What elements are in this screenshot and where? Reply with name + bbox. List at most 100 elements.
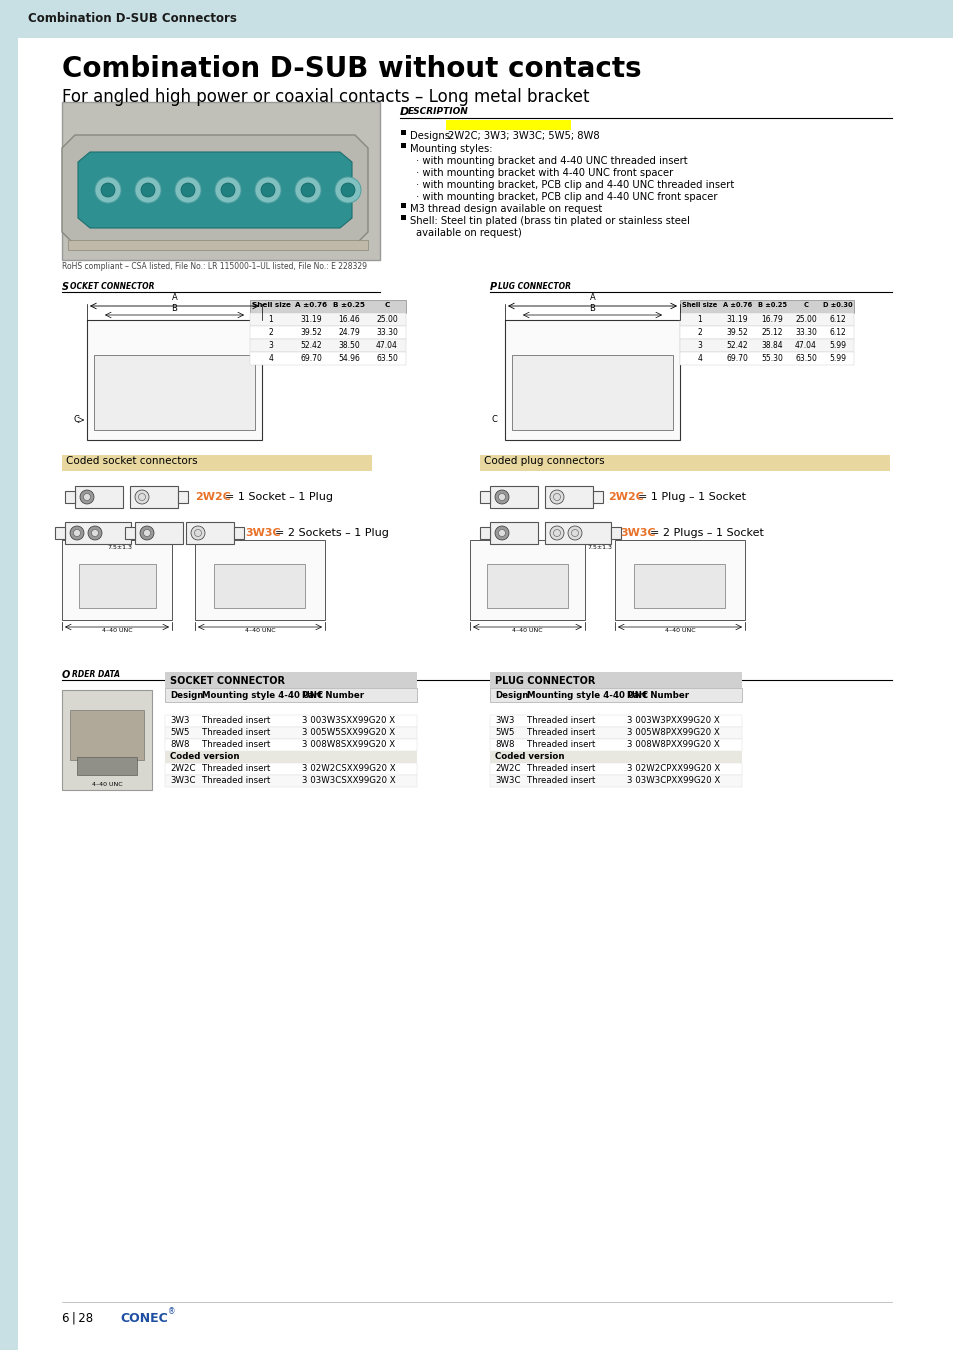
Text: 16.46: 16.46 xyxy=(337,315,359,324)
Text: 4–40 UNC: 4–40 UNC xyxy=(512,628,542,633)
Text: C: C xyxy=(802,302,807,308)
Text: Coded version: Coded version xyxy=(170,752,239,761)
Text: = 2 Sockets – 1 Plug: = 2 Sockets – 1 Plug xyxy=(274,528,389,539)
Text: 69.70: 69.70 xyxy=(300,354,321,363)
Text: 2W2C: 2W2C xyxy=(170,764,195,774)
Text: 7.5±1.3: 7.5±1.3 xyxy=(587,545,612,549)
Bar xyxy=(214,564,305,608)
Text: 39.52: 39.52 xyxy=(300,328,321,338)
Text: 6.12: 6.12 xyxy=(829,328,845,338)
Text: 52.42: 52.42 xyxy=(726,342,747,350)
Text: 63.50: 63.50 xyxy=(375,354,397,363)
Polygon shape xyxy=(78,153,352,228)
Text: Shell: Steel tin plated (brass tin plated or stainless steel: Shell: Steel tin plated (brass tin plate… xyxy=(410,216,689,225)
Text: Designs:: Designs: xyxy=(410,131,456,140)
Circle shape xyxy=(194,529,201,536)
Bar xyxy=(490,688,741,702)
Bar xyxy=(400,143,406,148)
Bar xyxy=(490,751,741,763)
Text: 52.42: 52.42 xyxy=(300,342,321,350)
Text: · with mounting bracket, PCB clip and 4-40 UNC threaded insert: · with mounting bracket, PCB clip and 4-… xyxy=(416,180,734,190)
Bar xyxy=(544,522,610,544)
Bar xyxy=(165,751,416,763)
Text: P: P xyxy=(490,282,497,292)
Circle shape xyxy=(135,490,149,504)
Text: C: C xyxy=(384,302,389,308)
Text: Combination D-SUB without contacts: Combination D-SUB without contacts xyxy=(62,55,641,82)
Text: 3 02W2CSXX99G20 X: 3 02W2CSXX99G20 X xyxy=(302,764,395,774)
Text: available on request): available on request) xyxy=(416,228,521,238)
Text: 47.04: 47.04 xyxy=(375,342,397,350)
Text: 16.79: 16.79 xyxy=(760,315,782,324)
Text: 3W3C: 3W3C xyxy=(245,528,280,539)
Text: 3 005W8PXX99G20 X: 3 005W8PXX99G20 X xyxy=(626,728,719,737)
Bar xyxy=(0,38,18,1350)
Text: 2W2C; 3W3; 3W3C; 5W5; 8W8: 2W2C; 3W3; 3W3C; 5W5; 8W8 xyxy=(448,131,599,140)
Text: 1: 1 xyxy=(697,315,701,324)
Circle shape xyxy=(84,494,91,501)
Bar xyxy=(470,540,584,620)
Circle shape xyxy=(140,526,153,540)
Bar xyxy=(610,526,620,539)
Bar xyxy=(62,690,152,790)
Text: Mounting style 4-40 UNC: Mounting style 4-40 UNC xyxy=(526,691,647,701)
Text: S: S xyxy=(62,282,69,292)
Text: Threaded insert: Threaded insert xyxy=(526,764,595,774)
Text: 4–40 UNC: 4–40 UNC xyxy=(102,628,132,633)
Text: Threaded insert: Threaded insert xyxy=(526,740,595,749)
Bar xyxy=(490,522,537,544)
Text: 25.12: 25.12 xyxy=(760,328,782,338)
Bar xyxy=(165,728,416,738)
Bar xyxy=(68,240,368,250)
Text: 33.30: 33.30 xyxy=(794,328,816,338)
Text: 38.84: 38.84 xyxy=(760,342,782,350)
Bar xyxy=(165,775,416,787)
Bar xyxy=(544,486,593,508)
Bar xyxy=(490,486,537,508)
Circle shape xyxy=(553,494,560,501)
Text: 3W3: 3W3 xyxy=(170,716,190,725)
Circle shape xyxy=(143,529,151,536)
Bar xyxy=(125,526,135,539)
Bar xyxy=(479,455,889,471)
Text: Design: Design xyxy=(170,691,203,701)
Text: 4: 4 xyxy=(697,354,701,363)
Text: · with mounting bracket, PCB clip and 4-40 UNC front spacer: · with mounting bracket, PCB clip and 4-… xyxy=(416,192,717,202)
Bar xyxy=(65,491,75,504)
Circle shape xyxy=(294,177,320,202)
Text: 6.12: 6.12 xyxy=(829,315,845,324)
Bar xyxy=(679,352,853,365)
Text: 3 005W5SXX99G20 X: 3 005W5SXX99G20 X xyxy=(302,728,395,737)
Text: D: D xyxy=(399,107,409,117)
Text: 3 003W3PXX99G20 X: 3 003W3PXX99G20 X xyxy=(626,716,719,725)
Text: Threaded insert: Threaded insert xyxy=(202,740,270,749)
Circle shape xyxy=(73,529,80,536)
Text: Coded plug connectors: Coded plug connectors xyxy=(483,456,604,466)
Text: 31.19: 31.19 xyxy=(300,315,321,324)
Text: = 1 Socket – 1 Plug: = 1 Socket – 1 Plug xyxy=(225,491,333,502)
Text: 2: 2 xyxy=(697,328,701,338)
Text: 5.99: 5.99 xyxy=(828,354,845,363)
Bar xyxy=(593,491,602,504)
Bar xyxy=(194,540,325,620)
Circle shape xyxy=(567,526,581,540)
Text: OCKET CONNECTOR: OCKET CONNECTOR xyxy=(70,282,154,292)
Circle shape xyxy=(70,526,84,540)
Bar xyxy=(186,522,233,544)
Circle shape xyxy=(191,526,205,540)
Bar xyxy=(135,522,183,544)
Text: LUG CONNECTOR: LUG CONNECTOR xyxy=(497,282,571,292)
Bar xyxy=(679,313,853,325)
Bar xyxy=(490,728,741,738)
Bar xyxy=(490,763,741,775)
Circle shape xyxy=(495,490,509,504)
Text: ®: ® xyxy=(168,1308,175,1316)
Text: SOCKET CONNECTOR: SOCKET CONNECTOR xyxy=(170,676,285,686)
Bar xyxy=(233,526,244,539)
Bar xyxy=(78,564,155,608)
Circle shape xyxy=(498,494,505,501)
Circle shape xyxy=(95,177,121,202)
Bar xyxy=(165,688,416,702)
Text: 3: 3 xyxy=(269,342,274,350)
Text: 5.99: 5.99 xyxy=(828,342,845,350)
